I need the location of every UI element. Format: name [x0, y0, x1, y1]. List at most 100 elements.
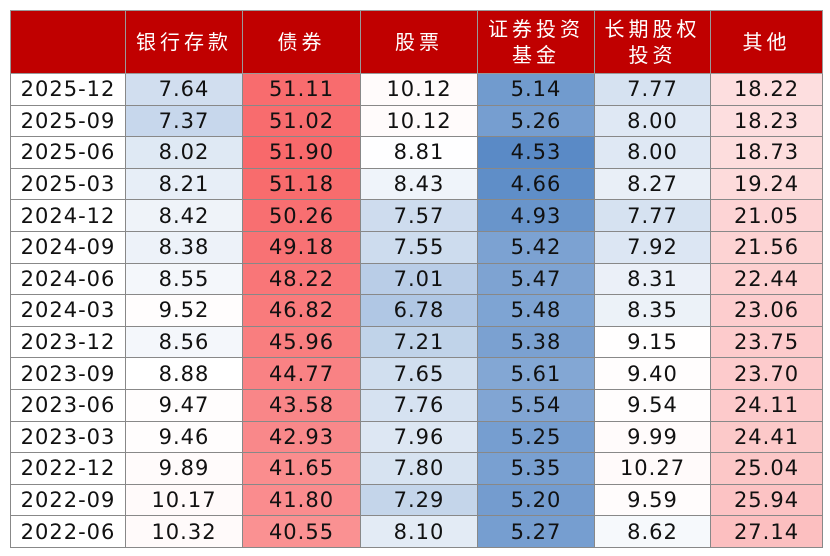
- value-cell: 8.00: [594, 104, 711, 138]
- value-cell: 9.15: [594, 325, 711, 359]
- column-header: 股票: [360, 10, 478, 74]
- value-cell: 5.61: [477, 357, 595, 390]
- header-corner: [10, 10, 126, 74]
- value-cell: 9.59: [594, 483, 711, 517]
- value-cell: 7.65: [360, 357, 478, 390]
- table-row: 2025-03 8.21 51.18 8.43 4.66 8.27 19.24: [10, 167, 823, 201]
- value-cell: 10.27: [594, 452, 711, 485]
- value-cell: 4.53: [477, 136, 595, 169]
- table-row: 2023-06 9.47 43.58 7.76 5.54 9.54 24.11: [10, 388, 823, 422]
- date-cell: 2024-03: [10, 294, 126, 327]
- value-cell: 44.77: [242, 357, 361, 390]
- date-cell: 2024-09: [10, 230, 126, 264]
- value-cell: 8.55: [125, 262, 243, 296]
- value-cell: 7.29: [360, 483, 478, 517]
- value-cell: 8.62: [594, 515, 711, 548]
- value-cell: 8.21: [125, 167, 243, 201]
- value-cell: 48.22: [242, 262, 361, 296]
- column-header: 其他: [710, 10, 823, 74]
- value-cell: 5.38: [477, 325, 595, 359]
- table-row: 2024-03 9.52 46.82 6.78 5.48 8.35 23.06: [10, 294, 823, 327]
- value-cell: 5.54: [477, 388, 595, 422]
- value-cell: 24.11: [710, 388, 823, 422]
- value-cell: 7.01: [360, 262, 478, 296]
- table-row: 2024-12 8.42 50.26 7.57 4.93 7.77 21.05: [10, 199, 823, 232]
- date-cell: 2022-09: [10, 483, 126, 517]
- value-cell: 5.25: [477, 420, 595, 454]
- value-cell: 51.90: [242, 136, 361, 169]
- value-cell: 46.82: [242, 294, 361, 327]
- value-cell: 42.93: [242, 420, 361, 454]
- date-cell: 2025-06: [10, 136, 126, 169]
- value-cell: 5.27: [477, 515, 595, 548]
- value-cell: 9.40: [594, 357, 711, 390]
- column-header: 证券投资基金: [477, 10, 595, 74]
- value-cell: 5.35: [477, 452, 595, 485]
- value-cell: 5.42: [477, 230, 595, 264]
- table-row: 2025-09 7.37 51.02 10.12 5.26 8.00 18.23: [10, 104, 823, 138]
- table-row: 2024-09 8.38 49.18 7.55 5.42 7.92 21.56: [10, 230, 823, 264]
- value-cell: 7.55: [360, 230, 478, 264]
- table-row: 2025-06 8.02 51.90 8.81 4.53 8.00 18.73: [10, 136, 823, 169]
- value-cell: 21.56: [710, 230, 823, 264]
- value-cell: 5.48: [477, 294, 595, 327]
- date-cell: 2025-12: [10, 73, 126, 106]
- date-cell: 2025-03: [10, 167, 126, 201]
- value-cell: 25.94: [710, 483, 823, 517]
- table-row: 2022-09 10.17 41.80 7.29 5.20 9.59 25.94: [10, 483, 823, 517]
- value-cell: 9.89: [125, 452, 243, 485]
- value-cell: 5.26: [477, 104, 595, 138]
- value-cell: 9.47: [125, 388, 243, 422]
- value-cell: 4.66: [477, 167, 595, 201]
- value-cell: 51.11: [242, 73, 361, 106]
- value-cell: 7.21: [360, 325, 478, 359]
- date-cell: 2023-09: [10, 357, 126, 390]
- value-cell: 7.76: [360, 388, 478, 422]
- value-cell: 8.35: [594, 294, 711, 327]
- date-cell: 2023-06: [10, 388, 126, 422]
- table-row: 2025-12 7.64 51.11 10.12 5.14 7.77 18.22: [10, 73, 823, 106]
- value-cell: 7.77: [594, 73, 711, 106]
- date-cell: 2023-03: [10, 420, 126, 454]
- value-cell: 8.42: [125, 199, 243, 232]
- table-row: 2023-03 9.46 42.93 7.96 5.25 9.99 24.41: [10, 420, 823, 454]
- value-cell: 40.55: [242, 515, 361, 548]
- table-row: 2024-06 8.55 48.22 7.01 5.47 8.31 22.44: [10, 262, 823, 296]
- value-cell: 7.37: [125, 104, 243, 138]
- value-cell: 7.96: [360, 420, 478, 454]
- value-cell: 8.81: [360, 136, 478, 169]
- value-cell: 8.00: [594, 136, 711, 169]
- value-cell: 7.77: [594, 199, 711, 232]
- value-cell: 22.44: [710, 262, 823, 296]
- value-cell: 41.80: [242, 483, 361, 517]
- value-cell: 5.47: [477, 262, 595, 296]
- column-header: 债券: [242, 10, 361, 74]
- value-cell: 23.70: [710, 357, 823, 390]
- value-cell: 25.04: [710, 452, 823, 485]
- value-cell: 8.38: [125, 230, 243, 264]
- value-cell: 10.12: [360, 104, 478, 138]
- value-cell: 18.73: [710, 136, 823, 169]
- value-cell: 50.26: [242, 199, 361, 232]
- header-row: 银行存款 债券 股票 证券投资基金 长期股权投资 其他: [10, 10, 823, 74]
- value-cell: 41.65: [242, 452, 361, 485]
- value-cell: 21.05: [710, 199, 823, 232]
- date-cell: 2024-12: [10, 199, 126, 232]
- value-cell: 23.06: [710, 294, 823, 327]
- value-cell: 10.32: [125, 515, 243, 548]
- value-cell: 8.02: [125, 136, 243, 169]
- value-cell: 49.18: [242, 230, 361, 264]
- value-cell: 8.31: [594, 262, 711, 296]
- value-cell: 8.10: [360, 515, 478, 548]
- table-row: 2023-09 8.88 44.77 7.65 5.61 9.40 23.70: [10, 357, 823, 390]
- value-cell: 10.17: [125, 483, 243, 517]
- value-cell: 7.64: [125, 73, 243, 106]
- value-cell: 27.14: [710, 515, 823, 548]
- value-cell: 5.20: [477, 483, 595, 517]
- date-cell: 2022-06: [10, 515, 126, 548]
- value-cell: 9.54: [594, 388, 711, 422]
- column-header: 长期股权投资: [594, 10, 711, 74]
- value-cell: 7.57: [360, 199, 478, 232]
- value-cell: 7.80: [360, 452, 478, 485]
- value-cell: 23.75: [710, 325, 823, 359]
